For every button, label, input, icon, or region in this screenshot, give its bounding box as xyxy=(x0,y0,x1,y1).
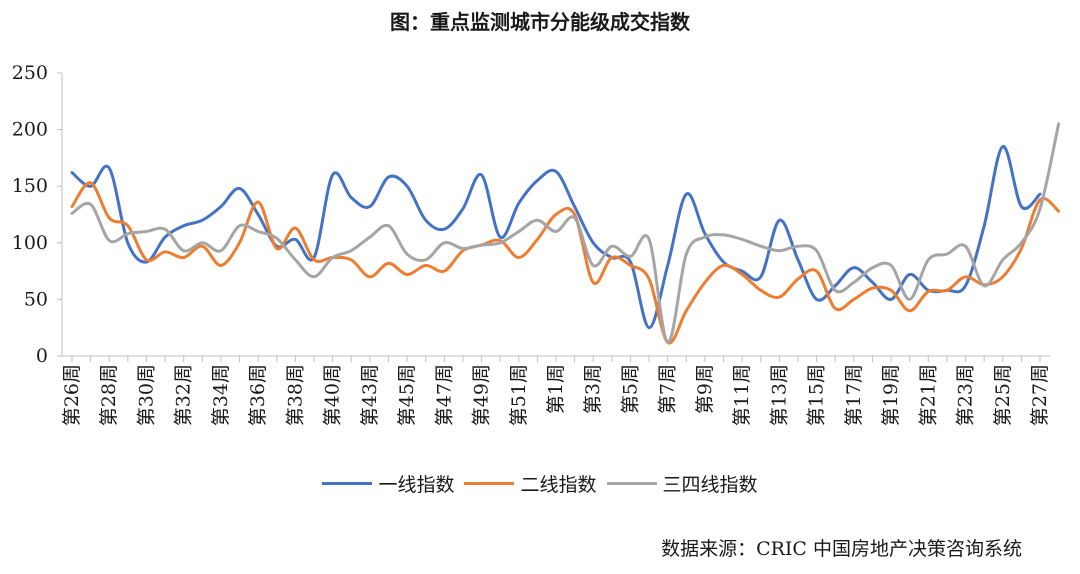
x-tick-label: 第23周 xyxy=(955,364,977,426)
x-tick-label: 第11周 xyxy=(731,364,753,426)
x-tick-label: 第15周 xyxy=(806,364,828,426)
x-tick-label: 第25周 xyxy=(992,364,1014,426)
x-tick-label: 第38周 xyxy=(284,364,306,426)
y-tick-label: 150 xyxy=(12,175,48,197)
legend-item-tier2: 二线指数 xyxy=(464,470,597,497)
series-line-tier2 xyxy=(70,181,1061,345)
legend-swatch-tier2 xyxy=(464,482,515,485)
x-tick-label: 第34周 xyxy=(210,364,232,426)
x-tick-label: 第9周 xyxy=(694,364,716,414)
source-note: 数据来源：CRIC 中国房地产决策咨询系统 xyxy=(661,538,1022,560)
x-tick-label: 第40周 xyxy=(322,364,344,426)
y-tick-label: 200 xyxy=(12,119,48,141)
x-tick-label: 第26周 xyxy=(61,364,83,426)
y-tick-label: 0 xyxy=(36,345,48,367)
x-tick-label: 第51周 xyxy=(508,364,530,426)
legend-label-tier1: 一线指数 xyxy=(378,474,455,496)
x-tick-label: 第7周 xyxy=(657,364,679,414)
x-tick-label: 第3周 xyxy=(582,364,604,414)
y-tick-label: 250 xyxy=(12,62,48,84)
y-tick-label: 100 xyxy=(12,232,48,254)
x-tick-label: 第5周 xyxy=(619,364,641,414)
series-line-tier34 xyxy=(70,122,1061,344)
x-tick-label: 第17周 xyxy=(843,364,865,426)
x-tick-label: 第27周 xyxy=(1029,364,1051,426)
x-tick-label: 第13周 xyxy=(768,364,790,426)
legend-swatch-tier1 xyxy=(322,482,373,485)
legend-item-tier34: 三四线指数 xyxy=(606,470,758,497)
legend-item-tier1: 一线指数 xyxy=(322,470,454,497)
chart-axes: 050100150200250第26周 第28周 第30周 第32周 第34周 第36周第… xyxy=(12,62,1051,426)
x-tick-label: 第1周 xyxy=(545,364,567,414)
x-tick-label: 第36周 xyxy=(247,364,269,426)
x-tick-label: 第19周 xyxy=(880,364,902,426)
x-tick-label: 第47周 xyxy=(433,364,455,426)
x-tick-label: 第21周 xyxy=(917,364,939,426)
x-tick-label: 第45周 xyxy=(396,364,418,426)
legend-swatch-tier34 xyxy=(606,482,657,485)
chart-title: 图：重点监测城市分能级成交指数 xyxy=(390,10,690,34)
x-tick-label: 第49周 xyxy=(471,364,493,426)
x-tick-label: 第32周 xyxy=(173,364,195,426)
series-layer xyxy=(70,122,1061,345)
series-line-tier1 xyxy=(70,145,1042,330)
legend-label-tier34: 三四线指数 xyxy=(662,474,758,496)
x-tick-label: 第43周 xyxy=(359,364,381,426)
legend-label-tier2: 二线指数 xyxy=(520,474,597,496)
y-tick-label: 50 xyxy=(24,288,48,310)
chart-legend: 一线指数 二线指数 三四线指数 xyxy=(0,470,1080,497)
x-tick-label: 第28周 xyxy=(98,364,120,426)
x-tick-label: 第30周 xyxy=(135,364,157,426)
